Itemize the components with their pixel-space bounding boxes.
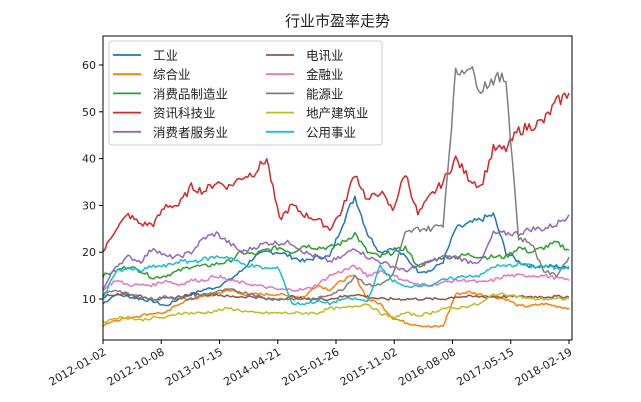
series-line xyxy=(102,292,570,302)
series-line xyxy=(102,255,570,306)
series-line xyxy=(102,214,570,291)
x-tick-label: 2013-07-15 xyxy=(163,345,225,388)
y-tick-label: 30 xyxy=(82,199,96,212)
x-tick-label: 2012-01-02 xyxy=(47,345,109,388)
plot-lines xyxy=(102,65,570,328)
y-tick-label: 50 xyxy=(82,106,96,119)
y-tick-label: 20 xyxy=(82,246,96,259)
x-tick-label: 2015-11-02 xyxy=(338,345,400,388)
legend-entry: 资讯科技业 xyxy=(153,106,216,121)
x-tick-label: 2017-05-15 xyxy=(454,345,516,388)
series-line xyxy=(102,65,570,302)
series-line xyxy=(103,264,570,292)
y-tick-label: 40 xyxy=(82,153,96,166)
x-tick-label: 2018-02-19 xyxy=(513,345,575,388)
plot-frame xyxy=(102,35,573,341)
legend-entry: 地产建筑业 xyxy=(306,106,369,121)
series-line xyxy=(102,92,570,253)
chart-title: 行业市盈率走势 xyxy=(284,12,390,30)
legend-entry: 消费品制造业 xyxy=(153,86,228,101)
series-line xyxy=(102,195,570,307)
legend-entry: 电讯业 xyxy=(306,48,344,63)
x-tick-label: 2014-04-21 xyxy=(221,345,283,388)
x-axis: 2012-01-022012-10-082013-07-152014-04-21… xyxy=(47,340,575,389)
x-tick-label: 2016-08-08 xyxy=(396,345,458,388)
legend-entry: 能源业 xyxy=(306,86,344,101)
series-line xyxy=(102,292,570,324)
legend-entry: 工业 xyxy=(153,48,178,63)
y-tick-label: 60 xyxy=(82,59,96,72)
x-tick-label: 2012-10-08 xyxy=(105,345,167,388)
x-tick-label: 2015-01-26 xyxy=(280,345,342,388)
series-line xyxy=(102,231,570,280)
legend-entry: 消费者服务业 xyxy=(153,125,228,140)
legend-entry: 金融业 xyxy=(306,67,344,82)
legend-entry: 综合业 xyxy=(153,67,191,82)
y-axis: 10 20 30 40 50 60 xyxy=(82,59,103,306)
y-tick-label: 10 xyxy=(82,293,96,306)
legend-entry: 公用事业 xyxy=(306,125,356,140)
